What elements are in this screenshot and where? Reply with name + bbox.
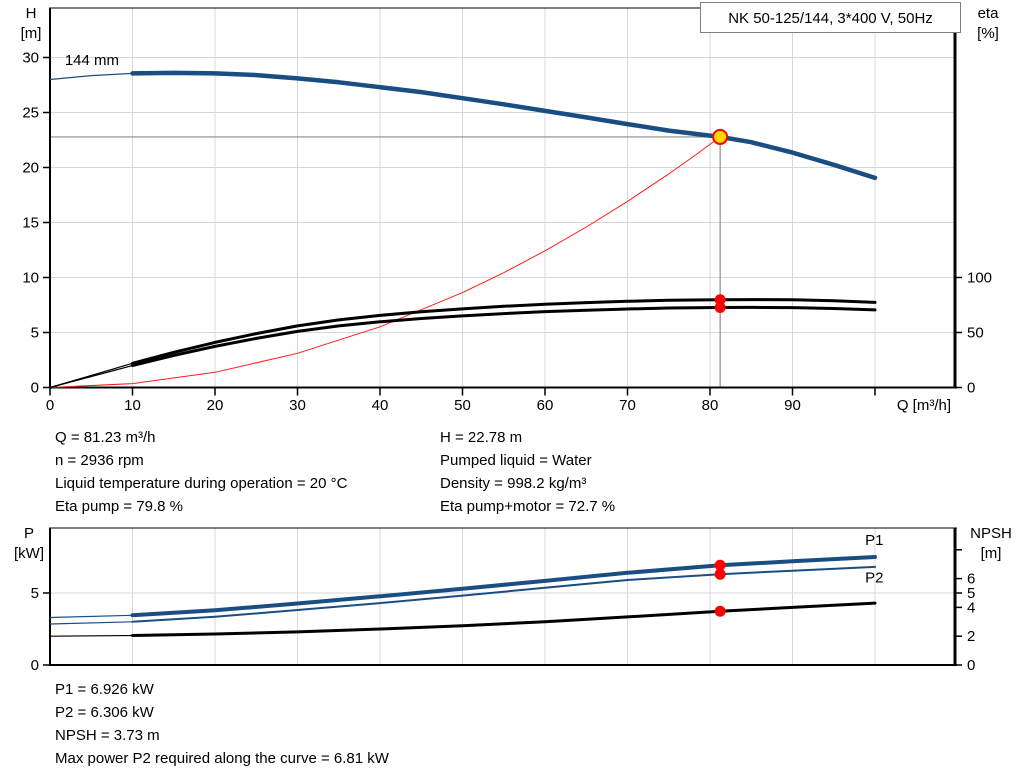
- p1-point: [714, 559, 726, 571]
- left-axis-title: [kW]: [14, 545, 44, 562]
- x-axis-title: Q [m³/h]: [897, 397, 951, 414]
- right-axis-title: [m]: [981, 545, 1002, 562]
- right-axis-title: NPSH: [970, 525, 1012, 542]
- info-line-density: Density = 998.2 kg/m³: [440, 475, 587, 492]
- x-axis-tick-label: 0: [46, 397, 54, 414]
- npsh-curve-lead: [49, 634, 133, 637]
- plot-frame: [49, 527, 957, 666]
- duty-point-crosshair: [50, 136, 721, 388]
- x-axis-tick-label: 10: [124, 397, 141, 414]
- right-axis: 0 2 456 NPSH [m]: [955, 525, 1012, 674]
- eta-pump-motor-curve: [131, 305, 877, 367]
- left-axis-tick-label: 0: [31, 657, 39, 674]
- system-curve-curve: [49, 136, 721, 388]
- pump-model-label: NK 50-125/144, 3*400 V, 50Hz: [728, 10, 933, 27]
- right-axis-tick-label: 100: [967, 270, 992, 287]
- head-144mm-curve: [130, 70, 878, 181]
- eta-pump-motor-point: [714, 302, 726, 314]
- x-axis-tick-label: 70: [619, 397, 636, 414]
- info-line-liquid: Pumped liquid = Water: [440, 452, 592, 469]
- left-axis-title: H: [26, 5, 37, 22]
- left-axis-tick-label: 25: [22, 105, 39, 122]
- info-line-q: Q = 81.23 m³/h: [55, 429, 156, 446]
- info-line-p1: P1 = 6.926 kW: [55, 681, 154, 698]
- grid: [50, 8, 955, 388]
- left-axis-tick-label: 5: [31, 325, 39, 342]
- right-axis-tick-label: 6: [967, 571, 975, 588]
- right-axis-tick-label: 2: [967, 628, 975, 645]
- info-line-npsh: NPSH = 3.73 m: [55, 727, 160, 744]
- p1-curve: [130, 555, 877, 618]
- p2-curve: [131, 565, 876, 623]
- p2-point: [714, 568, 726, 580]
- info-line-temperature: Liquid temperature during operation = 20…: [55, 475, 348, 492]
- left-axis: 0 5 P [kW]: [14, 525, 50, 674]
- info-line-h: H = 22.78 m: [440, 429, 523, 446]
- right-axis-title: eta: [978, 5, 1000, 22]
- info-line-maxpower: Max power P2 required along the curve = …: [55, 750, 389, 767]
- x-axis-tick-label: 30: [289, 397, 306, 414]
- impeller-diameter-label: 144 mm: [65, 52, 119, 69]
- power-info: P1 = 6.926 kW P2 = 6.306 kW NPSH = 3.73 …: [55, 678, 389, 770]
- duty-info-left: Q = 81.23 m³/h n = 2936 rpm Liquid tempe…: [55, 426, 347, 518]
- right-axis-tick-label: 0: [967, 657, 975, 674]
- right-axis-title: [%]: [977, 25, 999, 42]
- pump-model-box: NK 50-125/144, 3*400 V, 50Hz: [700, 2, 961, 33]
- left-axis-title: [m]: [21, 25, 42, 42]
- x-axis-tick-label: 90: [784, 397, 801, 414]
- x-axis-tick-label: 20: [207, 397, 224, 414]
- npsh-point: [714, 605, 726, 617]
- info-line-p2: P2 = 6.306 kW: [55, 704, 154, 721]
- x-axis-tick-label: 50: [454, 397, 471, 414]
- left-axis-tick-label: 30: [22, 50, 39, 67]
- x-axis: 0 10 20 30 40 50 60 70 80 90 Q [m³/h]: [46, 388, 951, 414]
- info-line-eta-pump-motor: Eta pump+motor = 72.7 %: [440, 498, 616, 515]
- left-axis: 0 5 10 15 20 25 30 H [m]: [21, 5, 50, 397]
- left-axis-tick-label: 10: [22, 270, 39, 287]
- info-line-eta-pump: Eta pump = 79.8 %: [55, 498, 183, 515]
- x-axis-tick-label: 60: [537, 397, 554, 414]
- p1-curve-lead: [49, 614, 133, 619]
- plot-frame: [49, 7, 957, 389]
- npsh-curve: [131, 601, 877, 637]
- right-axis-tick-label: 4: [967, 599, 975, 616]
- duty-info-right: H = 22.78 m Pumped liquid = Water Densit…: [440, 426, 615, 518]
- series-label-p1: P1: [865, 532, 883, 549]
- left-axis-tick-label: 5: [31, 585, 39, 602]
- grid: [50, 528, 955, 665]
- right-axis-tick-label: 50: [967, 325, 984, 342]
- info-line-n: n = 2936 rpm: [55, 452, 144, 469]
- x-axis-tick-label: 40: [372, 397, 389, 414]
- left-axis-tick-label: 15: [22, 215, 39, 232]
- right-axis-tick-label: 0: [967, 380, 975, 397]
- head-144mm-curve-lead: [49, 72, 133, 81]
- hq-efficiency-chart: 0 5 10 15 20 25 30 H [m] 0 50 100 eta [%] 0 10 20 30 40 50 6…: [21, 2, 999, 414]
- eta-pump-point: [714, 294, 726, 306]
- duty-point[interactable]: [712, 128, 729, 145]
- eta-pump-curve: [131, 298, 877, 365]
- right-axis-tick-label: 5: [967, 585, 975, 602]
- right-axis: 0 50 100 eta [%]: [955, 5, 999, 397]
- left-axis-tick-label: 20: [22, 160, 39, 177]
- left-axis-title: P: [24, 525, 34, 542]
- left-axis-tick-label: 0: [31, 380, 39, 397]
- eta-pump-curve-lead: [49, 362, 133, 389]
- x-axis-tick-label: 80: [702, 397, 719, 414]
- p2-curve-lead: [49, 621, 133, 625]
- series-label-p2: P2: [865, 570, 883, 587]
